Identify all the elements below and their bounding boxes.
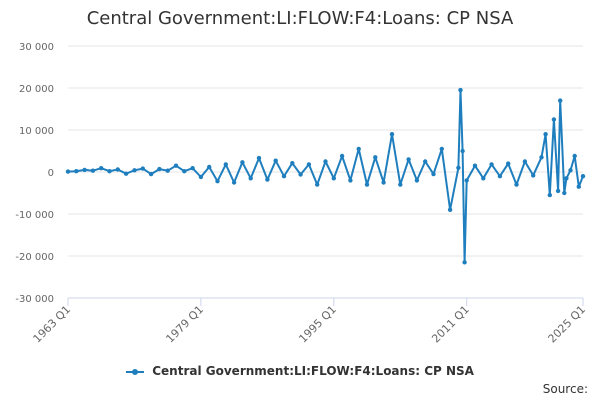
source-label: Source: xyxy=(542,382,588,396)
chart-title: Central Government:LI:FLOW:F4:Loans: CP … xyxy=(86,8,514,29)
y-tick-label: 0 xyxy=(48,168,54,179)
data-point[interactable] xyxy=(555,188,561,194)
data-point[interactable] xyxy=(290,161,295,166)
legend-label[interactable]: Central Government:LI:FLOW:F4:Loans: CP … xyxy=(152,364,474,378)
y-tick-label: -10 000 xyxy=(15,210,54,221)
y-tick-label: 20 000 xyxy=(19,84,54,95)
data-point[interactable] xyxy=(464,178,469,183)
data-point[interactable] xyxy=(551,117,557,122)
data-point[interactable] xyxy=(506,161,511,166)
data-point[interactable] xyxy=(256,155,262,161)
gridlines xyxy=(68,45,583,299)
data-point[interactable] xyxy=(140,166,145,171)
y-tick-label: 10 000 xyxy=(19,126,54,137)
data-point[interactable] xyxy=(414,178,420,183)
y-axis: 30 000 20 000 10 000 0 -10 000 -20 000 -30 000 xyxy=(15,42,54,305)
data-point[interactable] xyxy=(381,180,386,185)
data-point[interactable] xyxy=(564,176,569,181)
x-tick-label: 1963 Q1 xyxy=(31,303,74,346)
data-point[interactable] xyxy=(306,162,312,167)
legend-swatch xyxy=(126,368,145,375)
data-point[interactable] xyxy=(462,260,467,265)
legend[interactable]: Central Government:LI:FLOW:F4:Loans: CP … xyxy=(0,364,600,378)
data-point[interactable] xyxy=(472,163,478,168)
data-point[interactable] xyxy=(580,174,586,179)
data-point[interactable] xyxy=(572,153,577,159)
data-point[interactable] xyxy=(182,169,187,174)
data-point[interactable] xyxy=(547,192,552,198)
data-point[interactable] xyxy=(74,169,79,174)
data-point[interactable] xyxy=(373,155,378,160)
data-point[interactable] xyxy=(539,155,544,160)
x-tick-label: 2025 Q1 xyxy=(546,303,589,346)
data-point[interactable] xyxy=(531,173,536,178)
data-point[interactable] xyxy=(298,172,303,177)
data-point[interactable] xyxy=(406,157,411,162)
data-point[interactable] xyxy=(315,182,320,187)
x-axis: 1963 Q1 1979 Q1 1995 Q1 2011 Q1 2025 Q1 xyxy=(31,297,589,346)
data-point[interactable] xyxy=(123,171,129,176)
data-point[interactable] xyxy=(165,168,170,173)
data-point[interactable] xyxy=(497,174,503,179)
data-point[interactable] xyxy=(99,166,104,171)
data-point[interactable] xyxy=(323,159,328,164)
data-point[interactable] xyxy=(356,146,361,152)
data-point[interactable] xyxy=(460,148,465,154)
data-point[interactable] xyxy=(132,168,137,173)
data-point[interactable] xyxy=(115,167,121,172)
y-tick-label: -20 000 xyxy=(15,252,54,263)
data-point[interactable] xyxy=(248,176,253,181)
x-tick-label: 1979 Q1 xyxy=(163,303,206,346)
data-point[interactable] xyxy=(439,146,444,152)
x-tick-label: 2011 Q1 xyxy=(429,303,472,346)
data-point[interactable] xyxy=(173,163,179,168)
data-point[interactable] xyxy=(190,166,195,171)
data-point[interactable] xyxy=(107,169,112,174)
data-point[interactable] xyxy=(389,132,395,137)
data-point[interactable] xyxy=(543,132,548,137)
data-point[interactable] xyxy=(273,158,278,163)
data-point[interactable] xyxy=(65,169,71,174)
data-point[interactable] xyxy=(148,171,154,177)
data-point[interactable] xyxy=(447,207,453,212)
series-layer xyxy=(65,87,586,265)
data-point[interactable] xyxy=(223,162,228,167)
data-point[interactable] xyxy=(364,182,370,187)
series-line[interactable] xyxy=(67,89,584,264)
data-point[interactable] xyxy=(157,166,162,172)
data-point[interactable] xyxy=(198,174,204,180)
data-point[interactable] xyxy=(90,168,96,173)
legend-marker xyxy=(132,368,139,375)
data-point[interactable] xyxy=(423,159,428,164)
data-point[interactable] xyxy=(576,184,581,189)
data-point[interactable] xyxy=(398,182,403,187)
data-point[interactable] xyxy=(456,165,461,170)
data-point[interactable] xyxy=(568,168,573,173)
data-point[interactable] xyxy=(331,176,336,181)
data-point[interactable] xyxy=(481,176,486,181)
data-point[interactable] xyxy=(281,174,287,179)
data-point[interactable] xyxy=(562,190,567,196)
data-point[interactable] xyxy=(558,98,563,103)
data-point[interactable] xyxy=(265,177,270,182)
data-point[interactable] xyxy=(348,178,353,183)
y-tick-label: 30 000 xyxy=(19,42,54,53)
data-point[interactable] xyxy=(522,159,528,164)
data-point[interactable] xyxy=(514,182,519,187)
data-point[interactable] xyxy=(431,171,436,177)
data-point[interactable] xyxy=(231,180,237,185)
data-point[interactable] xyxy=(82,167,87,173)
data-point[interactable] xyxy=(489,162,494,167)
data-point[interactable] xyxy=(458,87,463,93)
data-point[interactable] xyxy=(207,164,212,170)
data-point[interactable] xyxy=(215,179,220,184)
data-point[interactable] xyxy=(240,160,245,165)
y-tick-label: -30 000 xyxy=(15,294,54,305)
data-point[interactable] xyxy=(339,153,345,159)
x-tick-label: 1995 Q1 xyxy=(296,303,339,346)
